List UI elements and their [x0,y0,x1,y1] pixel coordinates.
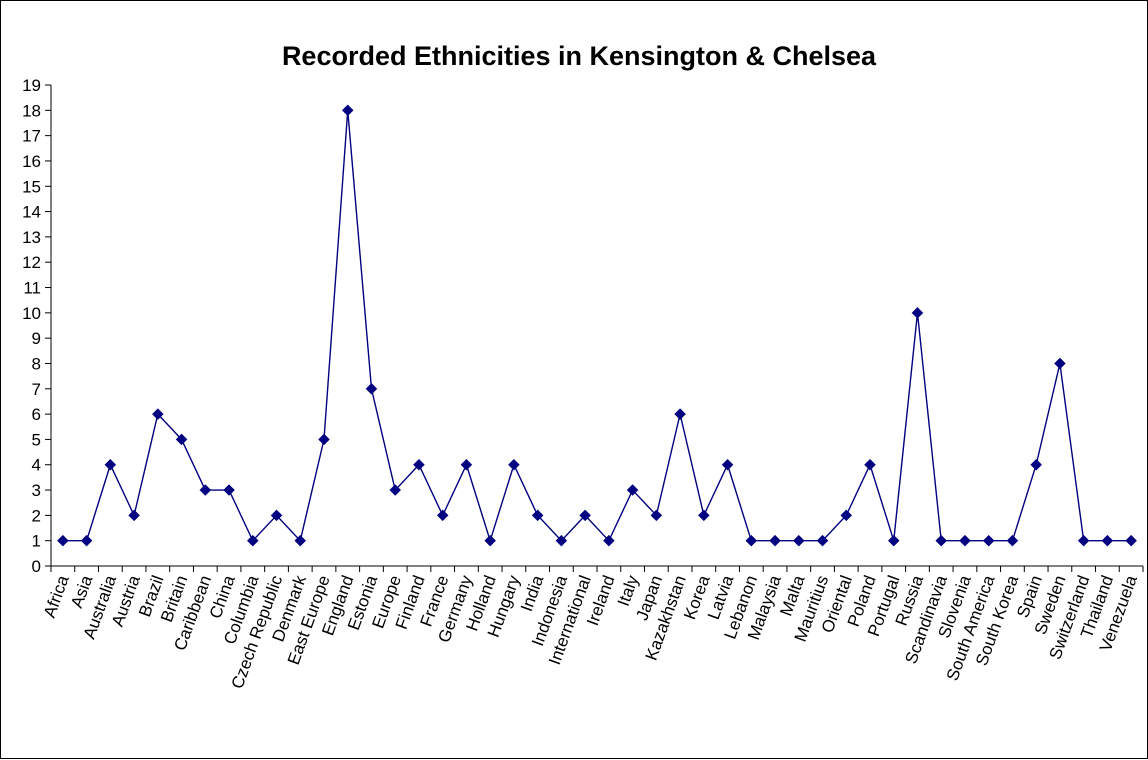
data-point-marker [151,408,164,420]
y-tick-label: 3 [32,481,41,500]
data-point-marker [579,509,591,522]
x-category-label: Africa [40,572,73,620]
y-tick-label: 12 [22,253,41,272]
data-point-marker [294,534,307,547]
y-tick-label: 18 [22,101,41,120]
series-markers [57,104,1137,547]
data-point-marker [1101,534,1114,547]
data-point-marker [57,534,69,547]
data-point-marker [341,104,354,117]
data-point-marker [199,484,212,496]
data-point-marker [603,534,615,547]
data-point-marker [935,534,948,547]
data-point-marker [104,458,117,471]
data-point-marker [413,458,425,471]
data-point-marker [175,433,188,446]
data-point-marker [911,306,924,319]
y-tick-label: 0 [32,557,41,576]
y-tick-label: 14 [22,203,41,222]
y-tick-label: 7 [32,380,41,399]
data-point-marker [650,509,663,522]
y-tick-label: 6 [32,405,41,424]
data-point-marker [887,534,900,547]
data-point-marker [460,458,473,471]
data-point-marker [555,534,568,547]
data-point-marker [436,509,449,522]
y-tick-label: 4 [32,456,41,475]
y-tick-label: 5 [32,430,41,449]
y-tick-label: 2 [32,506,41,525]
y-tick-label: 1 [32,532,41,551]
data-point-marker [484,534,497,547]
y-tick-label: 19 [22,76,41,95]
y-tick-label: 16 [22,152,41,171]
data-point-marker [128,509,140,522]
data-point-marker [674,408,686,420]
data-point-marker [531,509,544,522]
y-tick-label: 17 [22,127,41,146]
data-point-marker [1077,534,1090,547]
data-point-marker [697,509,710,522]
chart-title: Recorded Ethnicities in Kensington & Che… [282,41,877,71]
data-point-marker [959,534,971,547]
data-point-marker [745,534,758,547]
x-axis-ticks: AfricaAsiaAustraliaAustriaBrazilBritainC… [40,566,1144,691]
data-point-marker [246,534,259,547]
data-point-marker [270,509,283,522]
data-point-marker [864,458,876,471]
data-point-marker [223,484,235,496]
y-tick-label: 15 [22,177,41,196]
series-line [62,110,1132,544]
data-point-marker [80,534,93,547]
data-point-marker [1125,534,1137,547]
data-point-marker [721,458,734,471]
series [62,110,1132,544]
data-point-marker [1030,458,1043,471]
axes [50,85,1143,567]
data-point-marker [389,484,402,496]
data-point-marker [982,534,995,547]
y-tick-label: 11 [23,279,41,298]
data-point-marker [365,382,378,395]
data-point-marker [1054,357,1066,370]
data-point-marker [626,484,639,496]
data-point-marker [769,534,781,547]
data-point-marker [816,534,829,547]
y-tick-label: 10 [22,304,41,323]
data-point-marker [792,534,805,547]
data-point-marker [318,433,330,446]
data-point-marker [840,509,853,522]
y-tick-label: 8 [32,354,41,373]
data-point-marker [1006,534,1019,547]
y-tick-label: 13 [22,228,41,247]
y-tick-label: 9 [32,329,41,348]
data-point-marker [508,458,520,471]
